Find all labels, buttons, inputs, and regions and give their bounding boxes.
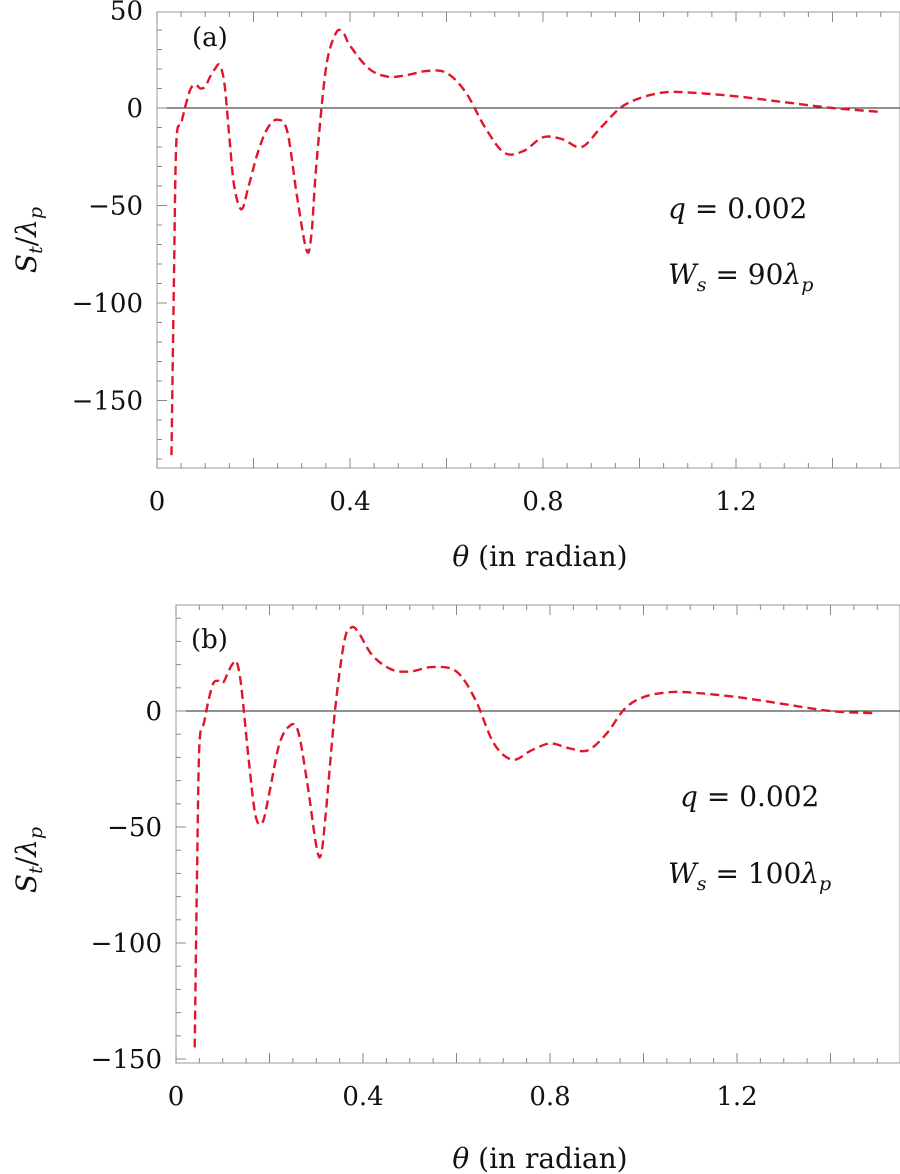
series-line-b — [193, 625, 878, 1048]
x-axis-title-b: θ (in radian) — [452, 1142, 627, 1174]
x-tick-label-b: 0.4 — [342, 1082, 383, 1112]
annotation-ws-b: Ws = 100λp — [668, 857, 831, 895]
y-tick-label-a: 0 — [126, 94, 143, 124]
y-axis-title-b: St/λp — [10, 827, 47, 893]
y-tick-label-a: −100 — [72, 289, 143, 319]
minor-ticks-b — [175, 605, 878, 1063]
x-axis-title-a: θ (in radian) — [452, 540, 627, 573]
annotation-q-a: q = 0.002 — [668, 192, 807, 225]
y-tick-label-b: −150 — [91, 1045, 162, 1075]
x-tick-label-a: 1.2 — [715, 487, 756, 517]
x-ticks-a: 0 0.4 0.8 1.2 — [149, 487, 757, 517]
panel-label-b: (b) — [191, 625, 228, 655]
minor-ticks-a — [156, 12, 882, 468]
x-tick-label-a: 0.8 — [522, 487, 563, 517]
panel-a: 0 0.4 0.8 1.2 500−50−100−150 (a) q = 0.002 … — [10, 0, 900, 573]
y-ticks-b: 0 −50 −100 −150 — [91, 697, 162, 1075]
y-ticks-a: 50 0 −50 −100 −150 — [72, 0, 143, 417]
panel-label-a: (a) — [192, 23, 228, 53]
y-tick-label-a: −50 — [88, 192, 143, 222]
x-tick-label-b: 1.2 — [716, 1082, 757, 1112]
x-tick-label-b: 0.8 — [529, 1082, 570, 1112]
annotation-ws-a: Ws = 90λp — [668, 258, 813, 296]
x-ticks-b: 0 0.4 0.8 1.2 — [168, 1082, 758, 1112]
plot-frame-a — [156, 11, 900, 469]
annotation-q-b: q = 0.002 — [680, 780, 819, 813]
y-tick-label-b: 0 — [145, 697, 162, 727]
x-tick-label-b: 0 — [168, 1082, 185, 1112]
y-tick-label-b: −50 — [107, 813, 162, 843]
x-tick-label-a: 0.4 — [329, 487, 370, 517]
y-tick-label-b: −100 — [91, 929, 162, 959]
y-axis-title-a: St/λp — [10, 207, 47, 273]
y-tick-label-a: −150 — [72, 387, 143, 417]
series-line-a — [170, 28, 881, 456]
plot-frame-b — [175, 604, 900, 1064]
panel-b: 0 0.4 0.8 1.2 0 −50 −100 −150 (b) q = 0.002 Ws… — [10, 604, 900, 1174]
y-tick-label-a: 50 — [110, 0, 143, 27]
x-tick-label-a: 0 — [149, 487, 166, 517]
